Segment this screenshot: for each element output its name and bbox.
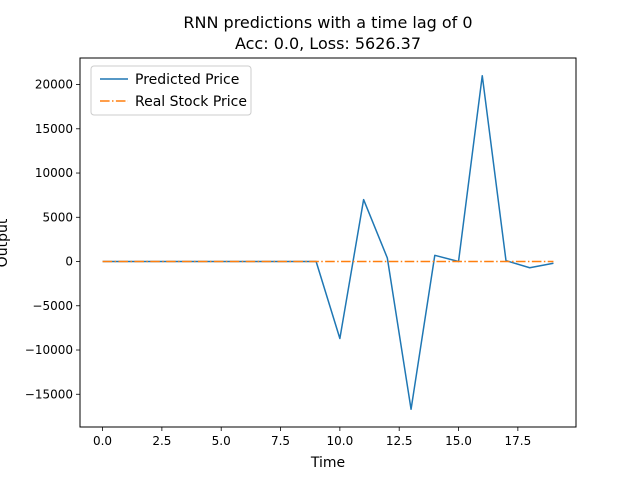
x-tick-label: 15.0 bbox=[445, 434, 472, 448]
x-tick-label: 12.5 bbox=[386, 434, 413, 448]
x-axis: 0.0 2.5 5.0 7.5 10.0 12.5 15.0 17.5 bbox=[93, 427, 531, 448]
axes-frame bbox=[79, 57, 577, 428]
plot-area bbox=[102, 74, 554, 411]
x-tick-label: 0.0 bbox=[93, 434, 112, 448]
legend-label-real: Real Stock Price bbox=[135, 94, 247, 110]
y-axis: −15000 −10000 −5000 0 5000 10000 15000 20000 bbox=[25, 78, 80, 401]
y-tick-label: −5000 bbox=[32, 299, 73, 313]
x-tick-label: 7.5 bbox=[271, 434, 290, 448]
legend: Predicted Price Real Stock Price bbox=[90, 65, 252, 116]
y-tick-label: −15000 bbox=[25, 387, 73, 401]
y-tick-label: 15000 bbox=[35, 122, 73, 136]
y-tick-label: 20000 bbox=[35, 78, 73, 92]
y-tick-label: −10000 bbox=[25, 343, 73, 357]
y-tick-label: 10000 bbox=[35, 166, 73, 180]
series-line-predicted-price bbox=[102, 74, 554, 411]
x-tick-label: 2.5 bbox=[152, 434, 171, 448]
chart-title: RNN predictions with a time lag of 0 bbox=[183, 13, 472, 32]
y-tick-label: 0 bbox=[65, 255, 73, 269]
legend-box bbox=[90, 65, 252, 116]
x-tick-label: 5.0 bbox=[212, 434, 231, 448]
x-tick-label: 10.0 bbox=[327, 434, 354, 448]
legend-label-predicted: Predicted Price bbox=[135, 72, 239, 88]
x-axis-label: Time bbox=[310, 455, 345, 471]
y-tick-label: 5000 bbox=[42, 210, 73, 224]
y-axis-label: Output bbox=[0, 218, 11, 267]
x-tick-label: 17.5 bbox=[504, 434, 531, 448]
chart-subtitle: Acc: 0.0, Loss: 5626.37 bbox=[235, 34, 421, 53]
